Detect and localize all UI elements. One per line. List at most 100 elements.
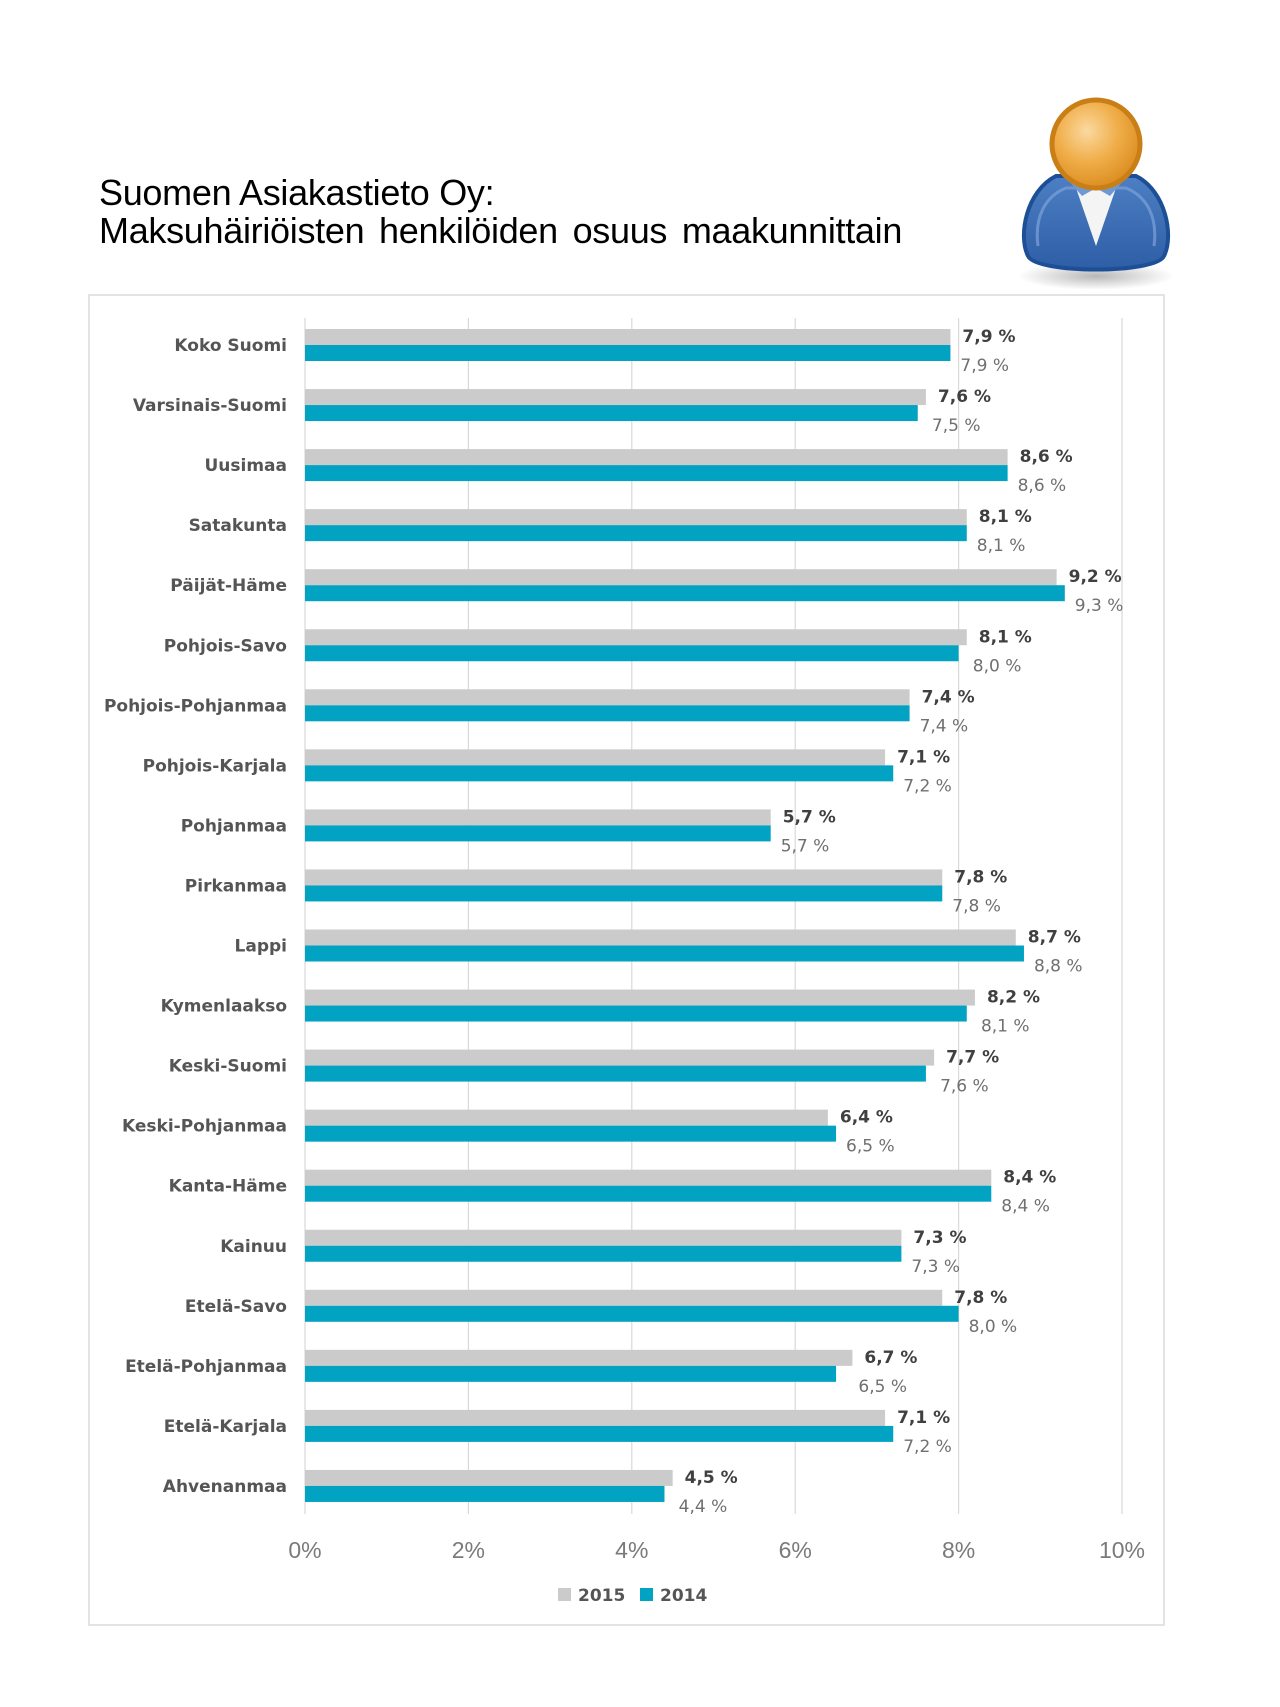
- chart-frame: [88, 294, 1165, 1626]
- data-label-2014: 8,1 %: [981, 1017, 1030, 1037]
- bar-2015: [305, 809, 771, 826]
- data-label-2014: 7,9 %: [960, 356, 1009, 376]
- data-label-2014: 7,3 %: [911, 1257, 960, 1277]
- data-label-2015: 7,9 %: [962, 327, 1015, 347]
- bar-2014: [305, 1365, 837, 1382]
- bar-2015: [305, 869, 943, 886]
- bars: [305, 329, 1065, 1502]
- x-axis-ticks: 0% 2% 4% 6% 8% 10%: [288, 1537, 1145, 1563]
- bar-2014: [305, 1485, 665, 1502]
- data-label-2014: 8,1 %: [977, 536, 1026, 556]
- x-tick-label: 10%: [1099, 1537, 1145, 1563]
- data-label-2014: 5,7 %: [781, 836, 830, 856]
- data-label-2014: 7,2 %: [903, 776, 952, 796]
- bar-2014: [305, 525, 967, 542]
- bar-2014: [305, 1185, 992, 1202]
- data-label-2014: 8,8 %: [1034, 957, 1083, 977]
- bar-2015: [305, 389, 926, 406]
- category-label: Satakunta: [189, 516, 287, 536]
- category-label: Päijät-Häme: [170, 576, 287, 596]
- legend-swatch-2014: [640, 1588, 653, 1601]
- data-label-2015: 6,4 %: [840, 1108, 893, 1128]
- data-label-2015: 8,2 %: [987, 988, 1040, 1008]
- data-label-2014: 8,6 %: [1018, 476, 1067, 496]
- x-tick-label: 0%: [288, 1537, 321, 1563]
- bar-2014: [305, 1125, 837, 1142]
- bar-2015: [305, 1109, 828, 1126]
- category-label: Ahvenanmaa: [163, 1477, 287, 1497]
- data-label-2015: 8,4 %: [1003, 1168, 1056, 1188]
- category-label: Keski-Suomi: [169, 1057, 287, 1077]
- bar-2015: [305, 629, 967, 646]
- x-tick-label: 2%: [452, 1537, 485, 1563]
- x-tick-label: 8%: [942, 1537, 975, 1563]
- category-label: Kainuu: [220, 1237, 287, 1257]
- legend-swatch-2015: [558, 1588, 571, 1601]
- category-label: Etelä-Pohjanmaa: [125, 1357, 287, 1377]
- bar-2015: [305, 749, 886, 766]
- bar-2015: [305, 509, 967, 526]
- bar-2014: [305, 405, 918, 422]
- category-label: Etelä-Savo: [185, 1297, 287, 1317]
- category-label: Pirkanmaa: [185, 876, 287, 896]
- bar-2014: [305, 825, 771, 842]
- bar-2015: [305, 329, 951, 345]
- data-label-2014: 7,2 %: [903, 1437, 952, 1457]
- category-label: Kanta-Häme: [169, 1177, 287, 1197]
- chart-title: Suomen Asiakastieto Oy: Maksuhäiriöisten…: [99, 174, 902, 250]
- category-label: Lappi: [235, 937, 287, 957]
- data-label-2014: 9,3 %: [1075, 596, 1124, 616]
- data-label-2015: 4,5 %: [685, 1468, 738, 1488]
- bar-2014: [305, 645, 959, 662]
- user-avatar-icon: [1018, 97, 1174, 290]
- category-labels: Koko Suomi Varsinais-Suomi Uusimaa Satakunt…: [104, 336, 287, 1497]
- category-label: Pohjanmaa: [181, 816, 287, 836]
- category-label: Kymenlaakso: [161, 997, 287, 1017]
- data-label-2015: 7,1 %: [897, 1408, 950, 1428]
- data-label-2015: 5,7 %: [783, 807, 836, 827]
- data-label-2014: 7,6 %: [940, 1077, 989, 1097]
- bar-2014: [305, 1305, 959, 1322]
- category-label: Pohjois-Karjala: [143, 756, 287, 776]
- category-label: Keski-Pohjanmaa: [122, 1117, 287, 1137]
- legend: 2015 2014: [558, 1586, 707, 1606]
- bar-2014: [305, 1245, 902, 1262]
- bar-2015: [305, 449, 1008, 466]
- data-label-2014: 8,4 %: [1001, 1197, 1050, 1217]
- bar-2015: [305, 1169, 992, 1186]
- data-label-2015: 8,7 %: [1028, 928, 1081, 948]
- category-label: Uusimaa: [204, 456, 287, 476]
- bar-2014: [305, 765, 894, 782]
- data-label-2014: 8,0 %: [973, 656, 1022, 676]
- data-label-2015: 7,8 %: [954, 867, 1007, 887]
- bar-2014: [305, 345, 951, 361]
- bar-2015: [305, 569, 1057, 586]
- bar-2015: [305, 1229, 902, 1246]
- data-label-2015: 8,1 %: [979, 627, 1032, 647]
- data-label-2015: 9,2 %: [1069, 567, 1122, 587]
- data-label-2015: 7,6 %: [938, 387, 991, 407]
- bar-2015: [305, 989, 975, 1006]
- data-label-2015: 6,7 %: [864, 1348, 917, 1368]
- bar-2015: [305, 1409, 886, 1426]
- data-label-2015: 8,1 %: [979, 507, 1032, 527]
- data-label-2014: 6,5 %: [846, 1137, 895, 1157]
- bar-2015: [305, 929, 1016, 946]
- data-label-2015: 7,7 %: [946, 1048, 999, 1068]
- bar-2014: [305, 885, 943, 902]
- data-label-2015: 7,4 %: [922, 687, 975, 707]
- x-tick-label: 4%: [615, 1537, 648, 1563]
- bar-2015: [305, 1289, 943, 1306]
- category-label: Pohjois-Pohjanmaa: [104, 696, 287, 716]
- bar-2014: [305, 705, 910, 722]
- bar-2014: [305, 945, 1024, 962]
- data-label-2015: 7,1 %: [897, 747, 950, 767]
- bar-2014: [305, 1065, 926, 1082]
- legend-label-2014: 2014: [660, 1586, 707, 1606]
- data-label-2014: 7,8 %: [952, 896, 1001, 916]
- bar-2014: [305, 1425, 894, 1442]
- bar-2015: [305, 1349, 853, 1366]
- bar-2014: [305, 1005, 967, 1022]
- category-label: Pohjois-Savo: [164, 636, 287, 656]
- data-label-2014: 7,5 %: [932, 416, 981, 436]
